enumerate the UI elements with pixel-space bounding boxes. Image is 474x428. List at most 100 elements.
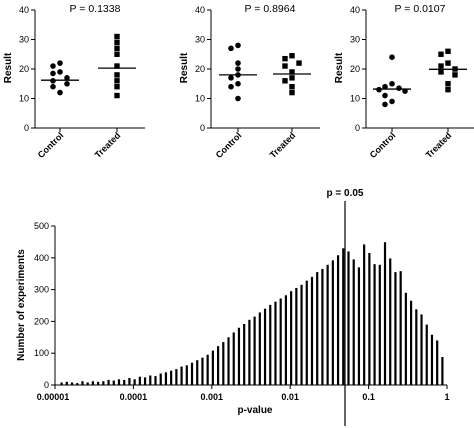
y-tick-label: 0	[355, 123, 360, 133]
scatter-panel-1: P = 0.1338 Result 0 10 20 30 40 Control Treate…	[3, 3, 145, 160]
treated-data-point	[438, 69, 444, 75]
histogram-x-tick-label: 1	[444, 392, 449, 402]
control-data-point	[402, 88, 408, 94]
histogram-bar	[316, 272, 319, 385]
histogram-bar	[138, 376, 141, 385]
histogram-bar	[211, 350, 214, 385]
histogram-bar	[128, 378, 131, 385]
y-tick-label: 20	[19, 64, 29, 74]
histogram-bar	[415, 309, 418, 385]
treated-data-point	[282, 63, 288, 69]
treated-data-point	[289, 69, 295, 75]
y-tick-label: 40	[350, 5, 360, 15]
control-data-point	[235, 42, 241, 49]
histogram-x-tick-label: 0.001	[201, 392, 224, 402]
treated-data-point	[445, 48, 451, 54]
histogram-bar	[300, 284, 303, 385]
panel-1-pvalue: P = 0.1338	[70, 3, 121, 15]
histogram-bar	[159, 373, 162, 385]
treated-data-point	[289, 75, 295, 81]
histogram-bar	[133, 379, 136, 385]
x-category-label: Treated	[424, 130, 454, 160]
treated-data-point	[114, 45, 120, 52]
y-tick-label: 10	[350, 94, 360, 104]
histogram-bar	[196, 360, 199, 385]
histogram-bar	[321, 268, 324, 385]
histogram-bar	[441, 357, 444, 385]
histogram-x-tick-label: 0.1	[362, 392, 375, 402]
histogram-bar	[274, 301, 277, 385]
histogram-bar	[295, 288, 298, 385]
histogram-bar	[97, 381, 100, 385]
treated-data-point	[114, 39, 120, 46]
y-tick-label: 30	[19, 35, 29, 45]
scatter-panel-2: P = 0.8964 Result 0 10 20 30 40 Control Treate…	[179, 3, 320, 160]
y-tick-label: 30	[195, 35, 205, 45]
control-data-point	[50, 70, 56, 77]
histogram-bar	[263, 308, 267, 385]
histogram-bar	[290, 291, 293, 385]
panel-2-pvalue: P = 0.8964	[245, 3, 296, 15]
histogram-bar	[190, 362, 194, 385]
histogram-y-tick-label: 300	[34, 285, 49, 295]
histogram-bar	[154, 376, 157, 385]
control-data-point	[396, 85, 402, 91]
histogram-x-tick-label: 0.0001	[120, 392, 148, 402]
histogram-y-tick-label: 200	[34, 316, 49, 326]
histogram-bar	[243, 323, 246, 385]
treated-data-point	[445, 81, 451, 87]
y-tick-label: 0	[24, 123, 29, 133]
treated-data-point	[289, 53, 295, 59]
histogram-bar	[81, 381, 84, 385]
histogram-bar	[336, 255, 340, 385]
x-category-label: Control	[214, 130, 244, 160]
histogram-bar	[206, 354, 209, 385]
control-data-point	[389, 54, 395, 60]
treated-data-point	[438, 63, 444, 69]
histogram-bar	[305, 280, 308, 385]
histogram-bar	[425, 324, 428, 385]
histogram-bar	[227, 337, 230, 385]
histogram-bar	[347, 251, 350, 385]
histogram-bar	[170, 370, 173, 385]
histogram-bar	[357, 267, 361, 385]
histogram-bar	[175, 369, 178, 385]
histogram-bar	[279, 298, 282, 385]
histogram-bar	[399, 271, 402, 385]
histogram-bar	[65, 381, 68, 385]
treated-data-point	[289, 89, 295, 96]
histogram-bar	[373, 264, 376, 385]
histogram-bar	[86, 382, 89, 385]
control-data-point	[382, 92, 388, 99]
histogram-bar	[430, 334, 434, 385]
histogram-bar	[91, 381, 95, 385]
significance-annotation: p = 0.05	[327, 188, 364, 199]
treated-data-point	[114, 33, 120, 40]
y-tick-label: 10	[19, 94, 29, 104]
treated-data-point	[296, 60, 302, 66]
histogram-bar	[284, 295, 288, 385]
histogram-bar	[378, 264, 381, 385]
panel-1-ylabel: Result	[3, 52, 14, 83]
histogram-bar	[216, 346, 220, 385]
histogram-x-tick-label: 0.00001	[37, 392, 70, 402]
histogram-bar	[123, 379, 126, 385]
histogram-y-tick-label: 400	[34, 253, 49, 263]
histogram-bar	[222, 342, 225, 385]
histogram-bar	[326, 264, 329, 385]
treated-data-point	[445, 60, 451, 66]
y-tick-label: 10	[195, 94, 205, 104]
histogram-bar	[201, 357, 204, 385]
histogram-bar	[310, 276, 314, 385]
panel-3-pvalue: P = 0.0107	[395, 3, 446, 15]
histogram-bar	[102, 381, 105, 385]
histogram-bar	[352, 259, 355, 385]
histogram-bar	[363, 244, 366, 385]
histogram-bar	[60, 382, 63, 385]
histogram-bar	[368, 253, 371, 385]
histogram-y-tick-label: 100	[34, 348, 49, 358]
histogram-bar	[436, 340, 439, 385]
control-data-point	[382, 101, 388, 108]
histogram-bar	[383, 242, 387, 385]
treated-data-point	[114, 72, 120, 78]
